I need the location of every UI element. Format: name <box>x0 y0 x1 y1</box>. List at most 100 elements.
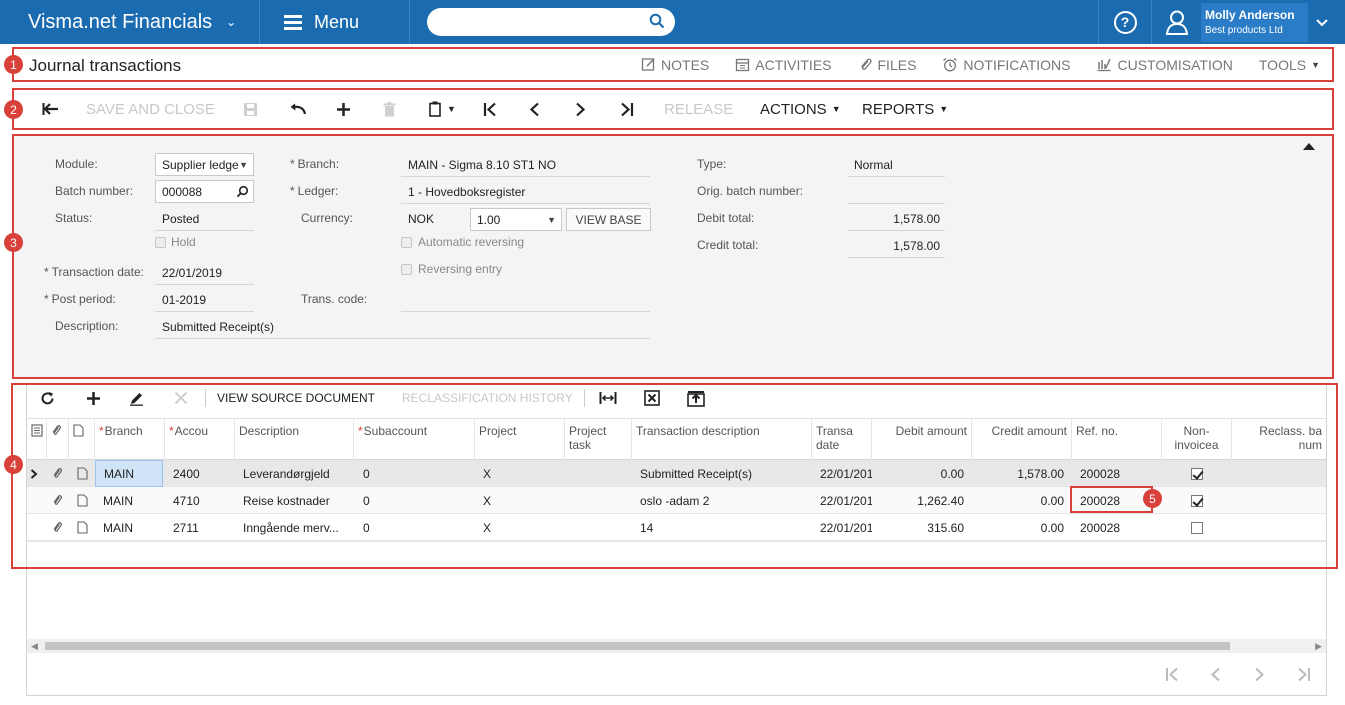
branch-value[interactable]: MAIN - Sigma 8.10 ST1 NO <box>408 158 557 172</box>
cell-transaction-description[interactable]: 14 <box>640 520 654 535</box>
save-button[interactable] <box>243 90 258 128</box>
delete-row-button[interactable] <box>174 389 188 407</box>
cell-debit-amount[interactable]: 1,262.40 <box>917 493 964 508</box>
cell-account[interactable]: 2711 <box>173 520 199 535</box>
row-selector-icon[interactable] <box>30 460 44 487</box>
column-header-transaction-description[interactable]: Transaction description <box>632 418 812 460</box>
export-excel-button[interactable] <box>644 389 660 407</box>
reversing-entry-checkbox[interactable] <box>401 264 412 275</box>
column-header-branch[interactable]: *Branch <box>95 418 165 460</box>
app-switcher[interactable]: Visma.net Financials ⌄ <box>0 0 260 44</box>
collapse-arrow-icon[interactable] <box>1303 143 1315 150</box>
column-header-project[interactable]: Project <box>475 418 565 460</box>
cell-subaccount[interactable]: 0 <box>363 493 370 508</box>
paperclip-icon[interactable] <box>52 460 66 487</box>
reclassification-history-button[interactable]: RECLASSIFICATION HISTORY <box>402 391 573 405</box>
horizontal-scrollbar[interactable]: ◀ ▶ <box>27 639 1326 653</box>
notes-button[interactable]: NOTES <box>641 57 709 73</box>
scroll-left-icon[interactable]: ◀ <box>31 641 38 651</box>
files-button[interactable]: FILES <box>858 57 916 73</box>
pager-next-button[interactable] <box>1254 666 1265 687</box>
pager-first-button[interactable] <box>1165 666 1179 687</box>
ledger-value[interactable]: 1 - Hovedboksregister <box>408 185 526 199</box>
table-row[interactable] <box>27 460 1326 487</box>
cell-transaction-date[interactable]: 22/01/201 <box>820 466 872 481</box>
search-icon[interactable] <box>649 13 665 32</box>
table-row[interactable] <box>27 514 1326 541</box>
reports-menu-button[interactable]: REPORTS ▼ <box>862 90 948 128</box>
global-search[interactable] <box>427 8 675 36</box>
column-header-debit-amount[interactable]: Debit amount <box>872 418 972 460</box>
edit-row-button[interactable] <box>129 389 144 407</box>
trans-code-underline[interactable] <box>401 311 650 312</box>
actions-menu-button[interactable]: ACTIONS ▼ <box>760 90 841 128</box>
search-input[interactable] <box>441 8 651 36</box>
cell-transaction-description[interactable]: Submitted Receipt(s) <box>640 466 753 481</box>
cell-subaccount[interactable]: 0 <box>363 520 370 535</box>
cell-branch[interactable]: MAIN <box>103 520 133 535</box>
add-row-button[interactable] <box>86 389 101 407</box>
cell-project[interactable]: X <box>483 466 492 481</box>
scroll-right-icon[interactable]: ▶ <box>1315 641 1322 651</box>
paperclip-icon[interactable] <box>52 514 66 541</box>
column-header-credit-amount[interactable]: Credit amount <box>972 418 1072 460</box>
column-header-reclass-batch[interactable]: Reclass. ba num <box>1259 424 1322 452</box>
cell-project[interactable]: X <box>483 493 492 508</box>
cell-debit-amount[interactable]: 0.00 <box>940 466 964 481</box>
main-menu-button[interactable]: Menu <box>262 0 410 44</box>
view-base-button[interactable]: VIEW BASE <box>566 208 651 231</box>
cell-ref-no[interactable]: 200028 <box>1080 466 1121 481</box>
user-icon[interactable] <box>1164 9 1190 38</box>
refresh-button[interactable] <box>40 389 55 407</box>
upload-button[interactable] <box>687 389 705 407</box>
back-button[interactable] <box>42 90 60 128</box>
cell-ref-no[interactable]: 200028 <box>1080 493 1121 508</box>
document-icon[interactable] <box>77 514 91 541</box>
description-value[interactable]: Submitted Receipt(s) <box>162 320 275 334</box>
post-period-value[interactable]: 01-2019 <box>162 293 207 307</box>
transaction-date-value[interactable]: 22/01/2019 <box>162 266 223 280</box>
cell-account[interactable]: 2400 <box>173 466 200 481</box>
cell-account[interactable]: 4710 <box>173 493 200 508</box>
cell-branch[interactable]: MAIN <box>95 460 163 487</box>
paperclip-icon[interactable] <box>52 487 66 514</box>
document-icon[interactable] <box>77 487 91 514</box>
column-header-ref-no[interactable]: Ref. no. <box>1072 418 1162 460</box>
fit-columns-button[interactable] <box>599 389 617 407</box>
module-select[interactable]: Supplier ledge ▼ <box>155 153 254 176</box>
non-invoiced-checkbox[interactable] <box>1191 494 1203 507</box>
undo-button[interactable] <box>289 90 307 128</box>
column-header-description[interactable]: Description <box>235 418 354 460</box>
scrollbar-thumb[interactable] <box>45 642 1230 650</box>
pager-last-button[interactable] <box>1297 666 1311 687</box>
cell-project[interactable]: X <box>483 520 492 535</box>
column-header-non-invoiced[interactable]: Non- invoicea <box>1162 418 1232 460</box>
delete-button[interactable] <box>383 90 396 128</box>
column-header-project-task[interactable]: Project task <box>565 418 632 460</box>
notifications-button[interactable]: NOTIFICATIONS <box>942 57 1070 73</box>
cell-non-invoiced[interactable] <box>1162 460 1232 487</box>
non-invoiced-checkbox[interactable] <box>1191 521 1203 534</box>
cell-subaccount[interactable]: 0 <box>363 466 370 481</box>
cell-branch[interactable]: MAIN <box>103 493 133 508</box>
cell-debit-amount[interactable]: 315.60 <box>927 520 964 535</box>
cell-description[interactable]: Reise kostnader <box>243 493 330 508</box>
row-notes-column-header[interactable] <box>27 418 47 460</box>
row-files-column-header[interactable] <box>47 418 69 460</box>
chevron-down-icon[interactable] <box>1316 16 1328 30</box>
search-icon[interactable] <box>236 185 249 201</box>
view-source-document-button[interactable]: VIEW SOURCE DOCUMENT <box>217 391 376 405</box>
table-row[interactable] <box>27 487 1326 514</box>
cell-description[interactable]: Inngående merv... <box>243 520 339 535</box>
column-header-account[interactable]: *Accou <box>165 418 235 460</box>
previous-record-button[interactable] <box>529 90 540 128</box>
column-header-transaction-date[interactable]: Transa date <box>812 418 872 460</box>
cell-transaction-description[interactable]: oslo -adam 2 <box>640 493 710 508</box>
non-invoiced-checkbox[interactable] <box>1191 467 1203 480</box>
batch-number-field[interactable]: 000088 <box>155 180 254 203</box>
cell-credit-amount[interactable]: 0.00 <box>1040 520 1064 535</box>
last-record-button[interactable] <box>620 90 634 128</box>
first-record-button[interactable] <box>483 90 497 128</box>
cell-non-invoiced[interactable] <box>1162 487 1232 514</box>
save-and-close-button[interactable]: SAVE AND CLOSE <box>86 100 215 118</box>
